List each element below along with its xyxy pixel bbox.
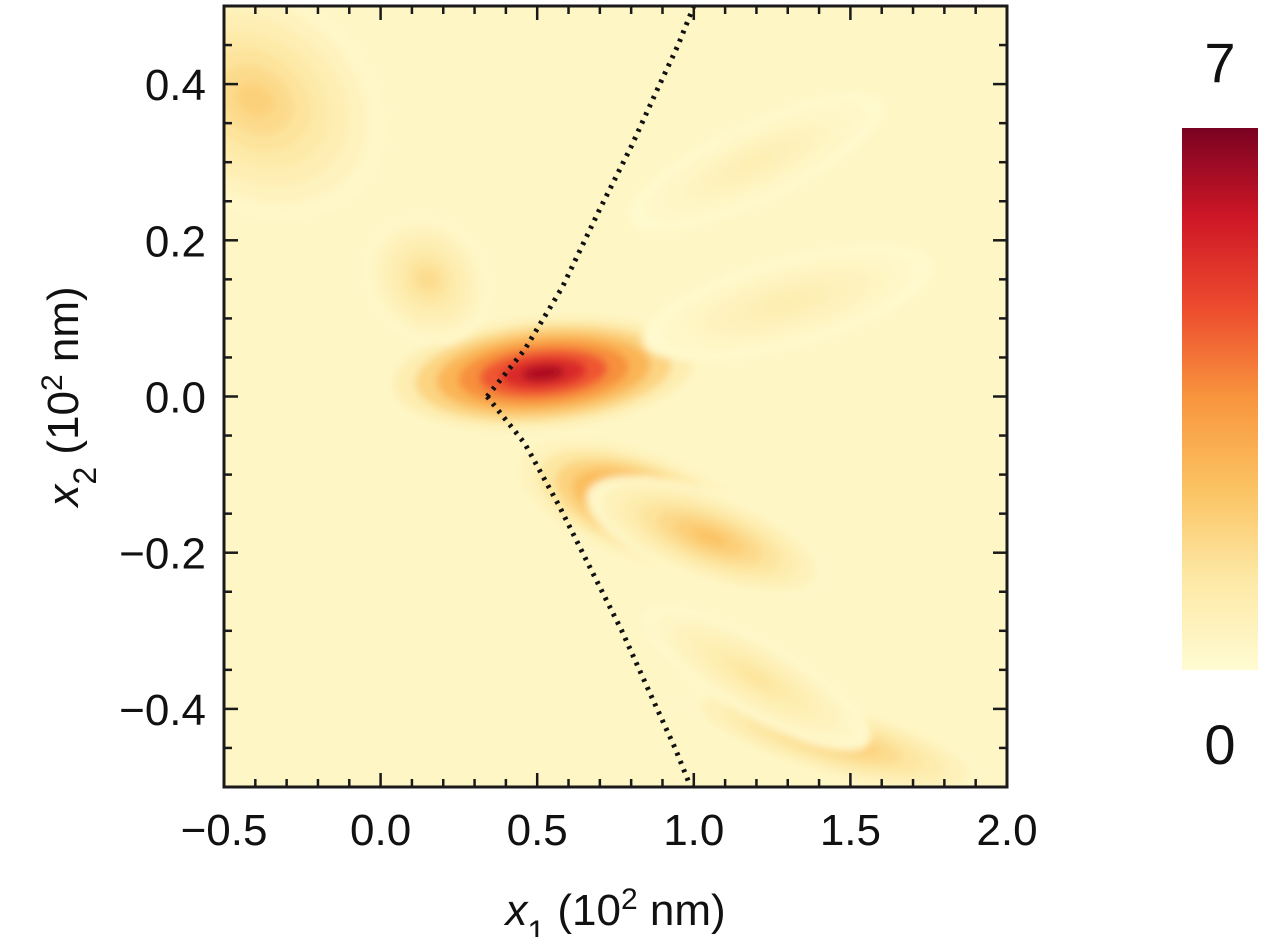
y-axis: 0.4 0.2 0.0 −0.2 −0.4: [119, 4, 1007, 789]
y-tick-label: −0.4: [119, 686, 206, 735]
dotted-curve: [485, 6, 697, 399]
heatmap-field: [224, 6, 990, 787]
heatmap-hotspot: [224, 6, 387, 221]
heatmap-hotspot: [393, 317, 693, 429]
dotted-curve: [485, 394, 694, 787]
y-tick-label: 0.2: [145, 217, 206, 266]
colorbar-min-label: 0: [1204, 713, 1235, 776]
x-axis: −0.5 0.0 0.5 1.0 1.5 2.0: [181, 6, 1038, 855]
heatmap-hotspot: [363, 213, 492, 346]
x-tick-label: 0.0: [350, 806, 411, 855]
y-tick-label: −0.2: [119, 530, 206, 579]
plot-area: [222, 4, 1009, 789]
y-tick-label: 0.4: [145, 61, 206, 110]
x-axis-label: x1 (102 nm): [503, 883, 725, 937]
x-tick-label: 1.5: [820, 806, 881, 855]
colorbar: 7 0: [1182, 31, 1258, 776]
x-tick-label: −0.5: [181, 806, 268, 855]
heatmap-hotspot: [642, 604, 871, 751]
colorbar-max-label: 7: [1204, 31, 1235, 94]
heatmap-hotspot: [642, 244, 934, 362]
x-tick-label: 0.5: [507, 806, 568, 855]
y-axis-label: x2 (102 nm): [36, 286, 104, 508]
y-tick-label: 0.0: [145, 374, 206, 423]
heatmap-hotspot: [628, 92, 885, 232]
colorbar-gradient: [1182, 128, 1258, 670]
x-tick-label: 1.0: [663, 806, 724, 855]
x-tick-label: 2.0: [976, 806, 1037, 855]
dotted-curves: [485, 6, 697, 787]
heatmap-hotspot: [586, 475, 833, 599]
